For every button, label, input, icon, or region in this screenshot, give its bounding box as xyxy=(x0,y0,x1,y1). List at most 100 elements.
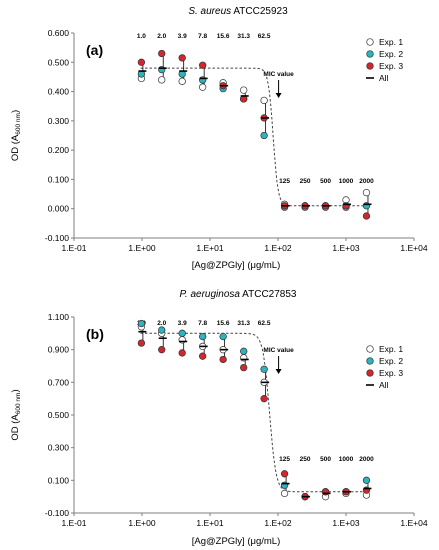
concentration-label: 62.5 xyxy=(258,320,271,327)
panel-label: (b) xyxy=(86,326,104,342)
data-point-exp-3 xyxy=(199,61,207,69)
y-tick-label: 0.100 xyxy=(48,475,70,485)
concentration-label: 3.9 xyxy=(178,320,187,327)
x-tick-label: 1.E+04 xyxy=(400,243,427,253)
legend-marker-exp-3 xyxy=(366,369,374,377)
fit-curve xyxy=(140,332,368,493)
concentration-label: 1000 xyxy=(339,178,354,185)
concentration-label: 15.6 xyxy=(217,320,230,327)
y-tick-label: 0.500 xyxy=(48,57,70,67)
legend-label: Exp. 2 xyxy=(379,356,403,366)
data-point-exp-2 xyxy=(199,76,207,84)
legend-label: Exp. 1 xyxy=(379,37,403,47)
chart-title-species: S. aureus xyxy=(188,6,231,17)
x-tick-label: 1.E+00 xyxy=(128,243,155,253)
concentration-label: 62.5 xyxy=(258,33,271,40)
chart-title-species: P. aeruginosa xyxy=(180,289,241,300)
y-tick-label: 0.200 xyxy=(48,145,70,155)
chart-panel-1: S. aureus ATCC25923 -0.100 0.000 0.100 0.200… xyxy=(10,6,428,271)
y-tick-label: 0.000 xyxy=(48,204,70,214)
concentration-label: 1000 xyxy=(339,456,354,463)
chart-panel-2: P. aeruginosa ATCC27853 -0.100 0.100 0.300 0… xyxy=(10,289,428,547)
x-axis-label: [Ag@ZPGly] (μg/mL) xyxy=(192,536,281,547)
y-tick-label: 0.300 xyxy=(48,116,70,126)
data-point-exp-2 xyxy=(260,131,268,140)
y-tick-label: 1.100 xyxy=(48,312,70,322)
x-tick-label: 1.E+03 xyxy=(332,243,359,253)
x-tick-label: 1.E-01 xyxy=(61,243,86,253)
data-point-exp-3 xyxy=(158,49,166,58)
data-point-exp-2 xyxy=(362,476,371,484)
data-point-exp-1 xyxy=(280,489,289,498)
x-tick-label: 1.E+01 xyxy=(196,243,223,253)
data-point-exp-2 xyxy=(260,365,268,373)
data-point-exp-2 xyxy=(137,319,146,328)
y-tick-label: -0.100 xyxy=(45,508,69,518)
data-point-exp-2 xyxy=(219,332,227,341)
data-point-exp-3 xyxy=(362,212,371,220)
legend-label: All xyxy=(379,73,389,83)
legend-marker-exp-1 xyxy=(366,38,374,46)
y-tick-label: 0.900 xyxy=(48,345,70,355)
x-tick-label: 1.E-01 xyxy=(61,518,86,528)
legend: Exp. 1 Exp. 2 Exp. 3 All xyxy=(366,344,403,390)
data-point-exp-3 xyxy=(178,349,186,357)
legend: Exp. 1 Exp. 2 Exp. 3 All xyxy=(366,37,403,83)
chart-title: S. aureus ATCC25923 xyxy=(188,6,288,17)
panel-label: (a) xyxy=(86,42,103,58)
concentration-label: 125 xyxy=(279,456,290,463)
x-tick-label: 1.E+00 xyxy=(128,518,155,528)
mic-arrow-head xyxy=(275,93,282,98)
legend-label: Exp. 1 xyxy=(379,344,403,354)
y-tick-label: 0.100 xyxy=(48,174,70,184)
concentration-label: 3.9 xyxy=(178,33,187,40)
concentration-label: 250 xyxy=(300,178,311,185)
legend-label: Exp. 3 xyxy=(379,368,403,378)
data-point-exp-2 xyxy=(178,329,186,337)
data-point-exp-2 xyxy=(240,347,248,355)
data-point-exp-1 xyxy=(260,96,268,105)
data-point-exp-2 xyxy=(158,326,166,334)
y-tick-label: 0.600 xyxy=(48,28,70,38)
data-point-exp-3 xyxy=(342,202,350,210)
data-point-exp-3 xyxy=(260,395,268,403)
y-tick-label: 0.400 xyxy=(48,87,70,97)
x-tick-label: 1.E+01 xyxy=(196,518,223,528)
data-point-exp-1 xyxy=(362,188,371,197)
chart-title: P. aeruginosa ATCC27853 xyxy=(180,289,297,300)
data-point-exp-1 xyxy=(178,77,186,85)
mic-arrow-head xyxy=(275,369,282,374)
concentration-label: 500 xyxy=(320,456,331,463)
concentration-label: 500 xyxy=(320,178,331,185)
data-point-exp-3 xyxy=(219,355,227,364)
concentration-label: 31.3 xyxy=(237,33,250,40)
data-point-exp-3 xyxy=(137,339,146,347)
y-tick-label: 0.500 xyxy=(48,410,70,420)
concentration-label: 2.0 xyxy=(157,33,166,40)
chart-title-strain: ATCC25923 xyxy=(231,6,288,17)
concentration-label: 15.6 xyxy=(217,33,230,40)
data-point-exp-3 xyxy=(240,363,248,372)
legend-marker-exp-2 xyxy=(366,357,374,365)
legend-label: All xyxy=(379,380,389,390)
concentration-label: 250 xyxy=(300,456,311,463)
concentration-label: 2000 xyxy=(359,178,374,185)
data-point-exp-3 xyxy=(280,470,289,478)
y-tick-label: -0.100 xyxy=(45,233,69,243)
data-point-exp-3 xyxy=(178,54,186,62)
concentration-label: 2.0 xyxy=(157,320,166,327)
x-axis-label: [Ag@ZPGly] (μg/mL) xyxy=(192,260,281,271)
mic-label: MIC value xyxy=(263,71,294,78)
mic-label: MIC value xyxy=(263,347,294,354)
chart-title-strain: ATCC27853 xyxy=(240,289,297,300)
data-point-exp-3 xyxy=(199,352,207,360)
y-axis-label: OD (A600 nm) xyxy=(10,110,22,161)
data-point-exp-1 xyxy=(240,86,248,94)
data-point-exp-3 xyxy=(137,58,146,66)
y-axis-label: OD (A600 nm) xyxy=(10,389,22,440)
x-tick-label: 1.E+02 xyxy=(264,518,291,528)
concentration-label: 2000 xyxy=(359,456,374,463)
data-point-exp-1 xyxy=(158,76,166,84)
y-tick-label: 0.300 xyxy=(48,443,70,453)
data-point-exp-2 xyxy=(158,65,166,74)
